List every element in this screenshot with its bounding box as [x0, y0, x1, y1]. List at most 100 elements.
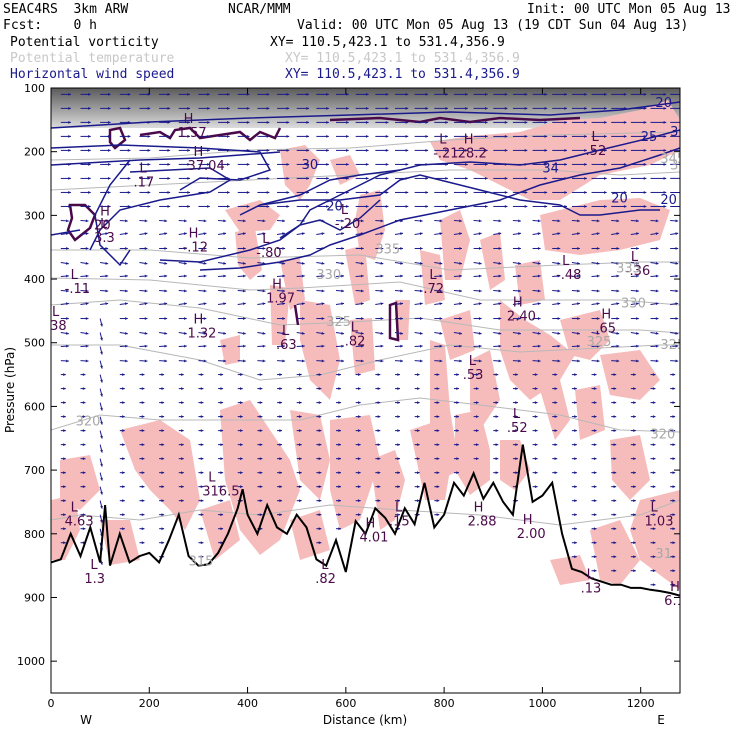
wind-vector-head: [127, 148, 131, 152]
wind-vector-head: [85, 261, 89, 265]
wind-vector-head: [167, 120, 171, 124]
wind-vector-head: [478, 359, 482, 363]
wind-vector-head: [643, 106, 647, 110]
theta-contour-label: 320: [651, 427, 676, 442]
wind-vector-head: [564, 191, 568, 194]
wind-vector-head: [161, 373, 165, 377]
wind-vector-head: [240, 415, 243, 419]
wind-vector-head: [616, 359, 620, 363]
wind-vector-head: [183, 232, 187, 236]
wind-vector-head: [643, 176, 647, 180]
wind-vector-head: [100, 379, 103, 383]
wind-vector-head: [346, 191, 349, 194]
wind-vector-head: [417, 429, 420, 433]
wind-vector-head: [643, 205, 647, 208]
wind-vector-head: [584, 148, 587, 152]
x-tick-label: 200: [139, 697, 160, 710]
wind-vector-head: [557, 219, 561, 223]
wind-vector-head: [574, 513, 577, 517]
wind-vector-head: [613, 387, 617, 391]
wind-vector-head: [286, 106, 290, 110]
wind-vector-head: [259, 499, 263, 503]
y-tick-label: 500: [24, 337, 45, 350]
wind-vector-head: [240, 387, 243, 391]
wind-vector-head: [286, 92, 290, 96]
wind-vector-head: [358, 443, 361, 447]
wind-vector-head: [504, 92, 508, 96]
wind-vector-head: [436, 415, 440, 419]
field-theta-xy: XY= 110.5,423.1 to 531.4,356.9: [285, 51, 520, 66]
wind-vector-head: [100, 323, 103, 327]
wind-vector-head: [326, 106, 329, 110]
wind-vector-head: [534, 387, 538, 391]
wind-vector-head: [262, 359, 266, 363]
wind-vector-head: [200, 457, 204, 461]
pv-extreme-value: 28.2: [458, 146, 487, 161]
wind-vector-head: [498, 232, 502, 236]
wind-vector-head: [122, 387, 125, 391]
wind-vector-head: [459, 289, 462, 293]
wind-vector-head: [439, 261, 443, 265]
wind-vector-head: [643, 191, 647, 194]
wind-vector-head: [227, 191, 230, 194]
wind-vector-head: [200, 401, 204, 405]
wind-vector-head: [203, 289, 207, 293]
wind-vector-head: [504, 148, 508, 152]
wind-vector-head: [518, 302, 521, 306]
wind-vector-head: [636, 261, 639, 265]
pv-extreme-kind: L: [71, 501, 79, 516]
wind-vector-head: [377, 387, 381, 391]
wind-vector-head: [554, 415, 558, 419]
wind-vector-head: [122, 457, 125, 461]
east-label: E: [657, 713, 665, 727]
wind-vector-head: [445, 205, 448, 208]
plot-frame: [50, 87, 681, 694]
wind-vector-head: [122, 527, 125, 531]
wind-vector-head: [604, 106, 607, 110]
wind-vector-head: [227, 148, 230, 152]
wind-vector-head: [299, 401, 302, 405]
wind-vector-head: [577, 274, 580, 278]
wind-vector-head: [82, 471, 86, 475]
wind-vector-head: [584, 134, 587, 138]
wind-vector-head: [220, 401, 224, 405]
wind-vector-head: [397, 429, 400, 433]
wind-vector-head: [425, 106, 429, 110]
wind-vector-head: [127, 134, 131, 138]
wind-vector-head: [286, 134, 290, 138]
wind-vector-head: [672, 387, 676, 391]
wind-vector-head: [405, 148, 409, 152]
wind-vector-head: [380, 317, 384, 320]
wind-vector-head: [534, 415, 538, 419]
wind-vector-head: [127, 205, 131, 208]
wind-vector-head: [663, 176, 667, 180]
wind-vector-head: [425, 176, 429, 180]
wind-vector-head: [147, 176, 151, 180]
wind-vector-head: [220, 443, 224, 447]
wind-vector-head: [604, 191, 607, 194]
wind-vector-head: [495, 429, 499, 433]
wind-vector-head: [380, 274, 384, 278]
wind-vector-head: [306, 148, 310, 152]
wind-vector-head: [299, 429, 302, 433]
wind-vector-head: [616, 247, 620, 250]
wind-vector-head: [554, 471, 558, 475]
wind-vector-head: [318, 513, 322, 517]
wind-vector-head: [220, 471, 224, 475]
wind-vector-head: [485, 162, 488, 166]
wind-vector-head: [161, 429, 165, 433]
wind-vector-head: [266, 92, 270, 96]
wind-vector-head: [405, 205, 409, 208]
x-tick-label: 0: [48, 697, 55, 710]
wind-vector-head: [655, 289, 659, 293]
wind-vector-head: [574, 387, 577, 391]
wind-vector-head: [445, 106, 448, 110]
wind-vector-head: [439, 331, 443, 335]
wind-vector-head: [574, 555, 577, 559]
wind-vector-head: [675, 247, 679, 250]
wind-vector-head: [596, 331, 600, 335]
theta-contour-label: 31: [655, 547, 672, 562]
wind-vector-head: [360, 232, 364, 236]
wind-vector-head: [380, 344, 384, 348]
wind-vector-head: [164, 317, 168, 320]
